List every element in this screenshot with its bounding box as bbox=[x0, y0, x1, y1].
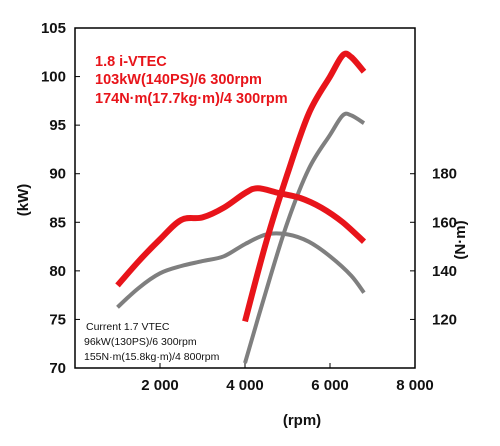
x-tick-label: 4 000 bbox=[226, 377, 264, 394]
new-engine-annotation: 1.8 i-VTEC 103kW(140PS)/6 300rpm 174N·m(… bbox=[95, 54, 288, 107]
right-y-axis-ticks: 120 140 160 180 bbox=[410, 166, 457, 328]
x-axis-ticks: 2 000 4 000 6 000 8 000 bbox=[141, 363, 434, 394]
x-tick-label: 8 000 bbox=[396, 377, 434, 394]
right-y-tick-label: 120 bbox=[432, 311, 457, 328]
new-engine-power-spec: 103kW(140PS)/6 300rpm bbox=[95, 72, 262, 88]
left-y-tick-label: 100 bbox=[41, 69, 66, 86]
new-engine-power-curve bbox=[242, 50, 367, 323]
left-y-tick-label: 85 bbox=[49, 214, 66, 231]
left-y-axis-title: (kW) bbox=[15, 184, 32, 217]
left-y-axis-ticks: 70 75 80 85 90 95 100 105 bbox=[41, 20, 80, 377]
new-engine-torque-curve bbox=[115, 185, 367, 288]
left-y-tick-label: 95 bbox=[49, 117, 66, 134]
left-y-tick-label: 70 bbox=[49, 360, 66, 377]
new-engine-torque-spec: 174N·m(17.7kg·m)/4 300rpm bbox=[95, 91, 288, 107]
left-y-tick-label: 75 bbox=[49, 311, 66, 328]
right-y-axis-title: (N·m) bbox=[452, 220, 469, 259]
x-axis-title: (rpm) bbox=[283, 412, 321, 429]
new-engine-name: 1.8 i-VTEC bbox=[95, 54, 167, 70]
current-engine-torque-spec: 155N·m(15.8kg·m)/4 800rpm bbox=[84, 351, 220, 363]
current-engine-torque-curve bbox=[116, 231, 366, 309]
current-engine-annotation: Current 1.7 VTEC 96kW(130PS)/6 300rpm 15… bbox=[84, 321, 220, 363]
left-y-tick-label: 90 bbox=[49, 166, 66, 183]
right-y-tick-label: 160 bbox=[432, 214, 457, 231]
left-y-tick-label: 105 bbox=[41, 20, 66, 37]
left-y-tick-label: 80 bbox=[49, 263, 66, 280]
current-engine-name: Current 1.7 VTEC bbox=[86, 321, 170, 333]
right-y-tick-label: 180 bbox=[432, 166, 457, 183]
x-tick-label: 6 000 bbox=[311, 377, 349, 394]
current-engine-power-spec: 96kW(130PS)/6 300rpm bbox=[84, 336, 197, 348]
series-layer bbox=[115, 50, 367, 364]
right-y-tick-label: 140 bbox=[432, 263, 457, 280]
x-tick-label: 2 000 bbox=[141, 377, 179, 394]
current-engine-power-curve bbox=[243, 111, 366, 364]
